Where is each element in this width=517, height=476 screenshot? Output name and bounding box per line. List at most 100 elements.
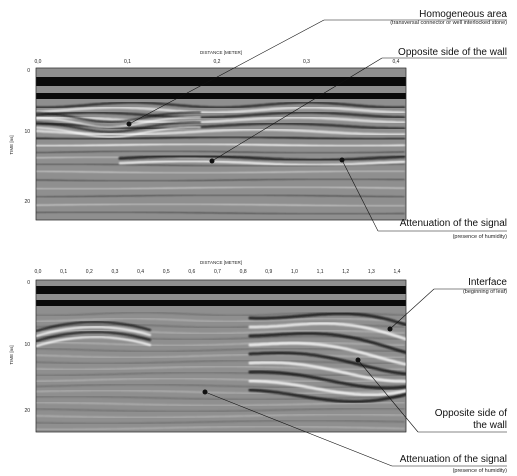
bottom-x-tick: 1,0 [291,269,298,275]
reflection-band [36,128,406,136]
bottom-y-tick-20: 20 [24,408,30,414]
top-x-tick: 0,2 [214,59,221,65]
svg-text:(transversal connector or well: (transversal connector or well interlock… [390,20,507,26]
reflection-band [36,185,405,191]
annotation-attenuation-bottom: Attenuation of the signal (presence of h… [202,389,508,474]
reflection-band [36,335,152,348]
reflection-band [248,388,406,404]
reflection-band [248,322,406,341]
reflection-band [36,106,406,114]
bottom-y-axis-label: TIME [ns] [9,345,14,364]
top-x-tick: 0,3 [303,59,310,65]
annotation-opposite-side-top: Opposite side of the wall [209,47,507,164]
svg-text:Attenuation of the signal: Attenuation of the signal [400,454,507,465]
direct-wave-band [36,77,406,86]
reflection-band [36,317,405,323]
reflection-band [36,377,405,383]
reflection-band [36,330,152,343]
reflection-band [36,202,405,208]
reflection-band [36,383,405,389]
reflection-band [36,341,405,347]
bottom-x-tick: 0,6 [188,269,195,275]
radargram-bottom [35,279,407,433]
reflection-band [36,142,406,148]
annotation-opposite-side-bottom: Opposite side of the wall [355,357,507,433]
svg-text:the wall: the wall [473,420,507,431]
direct-wave-band [36,93,406,99]
bottom-x-tick: 0,7 [214,269,221,275]
svg-text:Attenuation of the signal: Attenuation of the signal [400,218,507,229]
reflection-band [36,329,405,335]
reflection-band [118,154,406,162]
bottom-x-tick: 0,8 [240,269,247,275]
reflection-band [36,121,201,133]
bottom-x-axis-label: DISTANCE [METER] [200,260,242,265]
svg-text:(presence of humidity): (presence of humidity) [453,234,508,240]
svg-text:Opposite side of the wall: Opposite side of the wall [398,47,507,58]
reflection-band [248,351,406,376]
reflection-band [36,413,405,419]
reflection-band [36,353,405,359]
reflection-band [36,371,405,377]
bottom-x-tick: 1,4 [394,269,401,275]
top-x-tick: 0,4 [393,59,400,65]
reflection-band [248,312,406,327]
direct-wave-band [36,286,406,294]
bottom-y-tick-10: 10 [24,342,30,348]
reflection-band [36,101,406,109]
reflection-band [36,177,405,183]
bottom-x-tick: 0,3 [111,269,118,275]
reflection-band [36,126,201,138]
reflection-band [248,370,406,390]
bottom-x-tick: 0,4 [137,269,144,275]
reflection-band [36,401,405,407]
reflection-band [248,361,406,383]
bottom-x-tick: 1,2 [342,269,349,275]
reflection-band [36,111,406,119]
svg-text:Opposite side of: Opposite side of [435,408,507,419]
reflection-band [36,169,405,175]
top-y-axis-label: TIME [ns] [9,135,14,154]
bottom-x-ticks: 0,0 0,1 0,2 0,3 0,4 0,5 0,6 0,7 0,8 0,9 1,0 1,1 1,2 1… [35,269,401,275]
radargram-top-reflections [36,77,406,216]
reflection-band [36,193,405,198]
direct-wave-band [36,300,406,306]
top-x-tick: 0,1 [124,59,131,65]
bottom-x-tick: 1,1 [317,269,324,275]
top-x-ticks: 0,0 0,1 0,2 0,3 0,4 [35,59,400,65]
bottom-x-tick: 0,1 [60,269,67,275]
reflection-band [248,341,406,366]
reflection-band [36,419,405,425]
radargram-bottom-reflections [36,286,406,431]
reflection-band [36,135,406,141]
top-y-tick-0: 0 [27,68,30,74]
reflection-band [36,111,201,123]
bottom-x-tick: 1,3 [368,269,375,275]
reflection-band [36,365,405,371]
reflection-band [118,159,406,167]
reflection-band [36,116,201,128]
reflection-band [36,395,405,401]
svg-text:Homogeneous area: Homogeneous area [419,9,507,20]
svg-text:Interface: Interface [468,277,507,288]
annotation-interface: Interface (beginning of leaf) [387,277,507,332]
reflection-band [36,359,405,365]
reflection-band [36,116,406,124]
bottom-x-tick: 0,5 [163,269,170,275]
top-x-axis-label: DISTANCE [METER] [200,50,242,55]
bottom-x-tick: 0,9 [265,269,272,275]
svg-text:(beginning of leaf): (beginning of leaf) [463,289,507,295]
top-x-tick: 0,0 [35,59,42,65]
svg-text:(presence of humidity): (presence of humidity) [453,468,508,474]
top-y-tick-10: 10 [24,129,30,135]
bottom-x-tick: 0,0 [35,269,42,275]
annotation-attenuation-top: Attenuation of the signal (presence of h… [339,157,508,240]
top-y-tick-20: 20 [24,199,30,205]
reflection-band [36,425,405,431]
radargram-top [35,67,407,221]
annotation-homogeneous-area: Homogeneous area (transversal connector … [126,9,507,127]
reflection-band [248,332,406,355]
reflection-band [36,320,152,333]
reflection-band [36,407,405,413]
reflection-band [36,210,405,216]
